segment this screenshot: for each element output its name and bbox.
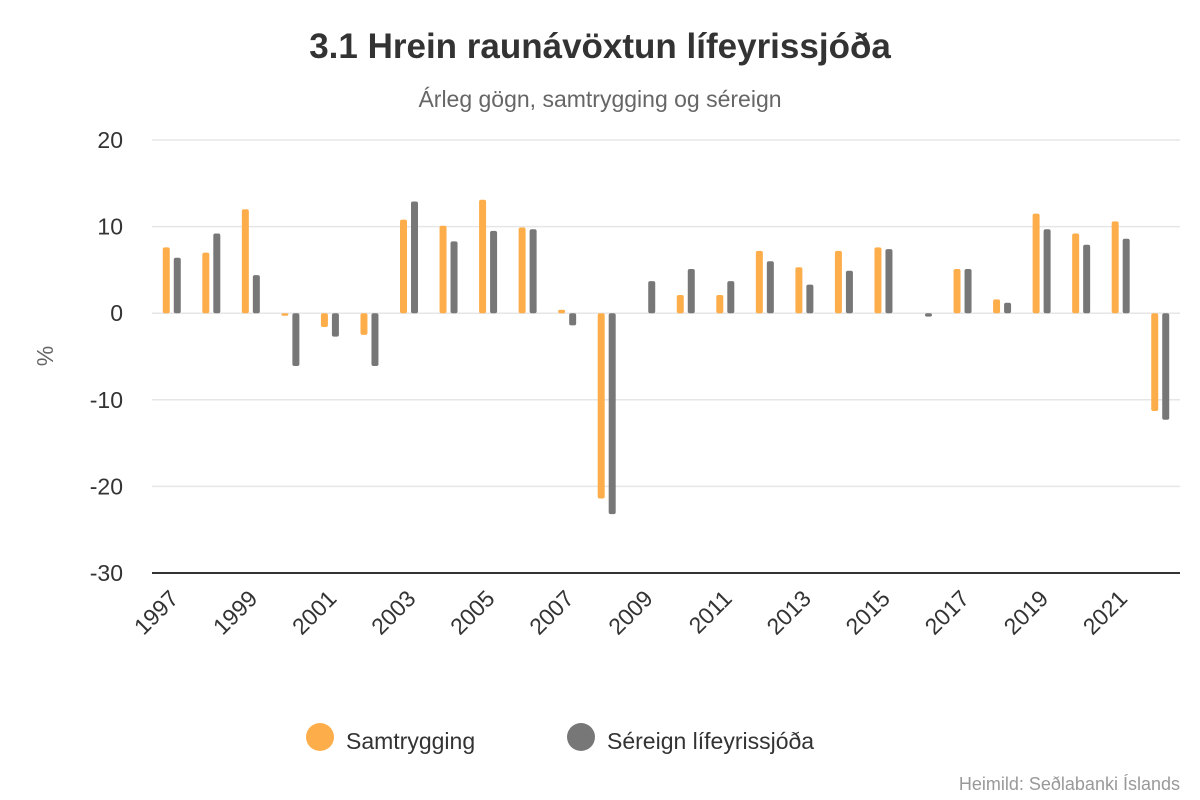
bar-samtrygging-2006 <box>518 227 526 314</box>
y-tick-label: -30 <box>90 560 123 586</box>
bar-samtrygging-1998 <box>202 252 210 314</box>
y-tick-label: 0 <box>110 300 123 326</box>
legend-marker-sereign <box>567 723 595 751</box>
bar-samtrygging-2018 <box>993 299 1001 314</box>
x-tick-label: 2013 <box>761 585 816 640</box>
gridlines <box>152 139 1180 574</box>
x-tick-label: 2017 <box>920 585 975 640</box>
bar-samtrygging-2010 <box>676 295 684 314</box>
x-tick-label: 2007 <box>524 585 579 640</box>
bar-sereign-2011 <box>727 281 735 314</box>
x-tick-label: 2009 <box>603 585 658 640</box>
bar-samtrygging-2013 <box>795 267 803 314</box>
x-tick-label: 1999 <box>208 585 263 640</box>
bar-sereign-2000 <box>292 313 300 367</box>
bar-sereign-2001 <box>331 313 339 337</box>
bar-sereign-2020 <box>1083 244 1091 314</box>
bar-samtrygging-2000 <box>281 313 289 316</box>
bar-samtrygging-2021 <box>1111 221 1119 314</box>
bar-samtrygging-2014 <box>834 250 842 314</box>
bar-samtrygging-2005 <box>479 199 487 314</box>
x-tick-label: 2021 <box>1078 585 1133 640</box>
bar-sereign-2008 <box>608 313 616 515</box>
bar-samtrygging-1999 <box>241 209 249 314</box>
bar-sereign-1998 <box>213 233 221 314</box>
bar-sereign-2015 <box>885 249 893 314</box>
bar-sereign-2014 <box>845 270 853 314</box>
legend-label-samtrygging: Samtrygging <box>346 728 475 754</box>
bar-samtrygging-2007 <box>558 309 566 314</box>
y-axis-label: % <box>32 346 58 366</box>
bar-sereign-2005 <box>490 230 498 314</box>
bar-sereign-2019 <box>1043 229 1051 314</box>
bar-samtrygging-2011 <box>716 295 724 314</box>
x-tick-label: 2001 <box>287 585 342 640</box>
bar-sereign-2006 <box>529 229 537 314</box>
bar-sereign-2013 <box>806 284 814 314</box>
y-tick-label: -10 <box>90 387 123 413</box>
bar-samtrygging-2012 <box>755 250 763 314</box>
x-tick-label: 2019 <box>999 585 1054 640</box>
x-tick-label: 1997 <box>129 585 184 640</box>
bar-samtrygging-2003 <box>400 219 407 314</box>
bar-samtrygging-2019 <box>1032 213 1040 314</box>
bar-samtrygging-2017 <box>953 269 961 314</box>
x-tick-label: 2003 <box>366 585 421 640</box>
y-tick-label: -20 <box>90 473 123 499</box>
legend-label-sereign: Séreign lífeyrissjóða <box>607 728 814 754</box>
legend-marker-samtrygging <box>306 723 334 751</box>
bar-sereign-2022 <box>1162 313 1170 420</box>
bar-sereign-2012 <box>766 261 774 314</box>
bar-sereign-2004 <box>450 241 458 314</box>
bar-sereign-1999 <box>252 275 260 314</box>
bar-sereign-2003 <box>411 201 418 314</box>
y-tick-label: 20 <box>97 127 123 153</box>
x-tick-label: 2005 <box>445 585 500 640</box>
bar-samtrygging-2004 <box>439 225 447 314</box>
y-axis-ticks: 20 10 0 -10 -20 -30 <box>90 127 123 586</box>
bars <box>162 199 1170 515</box>
bar-sereign-2007 <box>569 313 577 326</box>
chart-title: 3.1 Hrein raunávöxtun lífeyrissjóða <box>309 27 891 66</box>
bar-samtrygging-1997 <box>162 247 170 314</box>
bar-samtrygging-2015 <box>874 247 882 314</box>
bar-sereign-2018 <box>1004 302 1012 314</box>
bar-samtrygging-2020 <box>1072 233 1080 314</box>
bar-sereign-2021 <box>1122 238 1130 314</box>
x-axis-ticks: 1997 1999 2001 2003 2005 2007 2009 2011 2013 2015… <box>129 585 1132 640</box>
chart-subtitle: Árleg gögn, samtrygging og séreign <box>418 86 781 112</box>
bar-sereign-2016 <box>925 313 932 317</box>
x-tick-label: 2011 <box>683 585 736 638</box>
y-tick-label: 10 <box>97 214 123 240</box>
bar-sereign-1997 <box>173 257 181 314</box>
source-note: Heimild: Seðlabanki Íslands <box>959 774 1180 794</box>
bar-samtrygging-2022 <box>1151 313 1159 412</box>
x-tick-label: 2015 <box>840 585 895 640</box>
legend: Samtrygging Séreign lífeyrissjóða <box>306 723 814 754</box>
bar-samtrygging-2001 <box>320 313 328 328</box>
bar-sereign-2010 <box>687 269 695 314</box>
bar-sereign-2002 <box>371 313 379 367</box>
bar-sereign-2017 <box>964 269 972 314</box>
bar-samtrygging-2002 <box>360 313 368 335</box>
bar-sereign-2009 <box>648 281 656 314</box>
bar-samtrygging-2008 <box>597 313 605 499</box>
